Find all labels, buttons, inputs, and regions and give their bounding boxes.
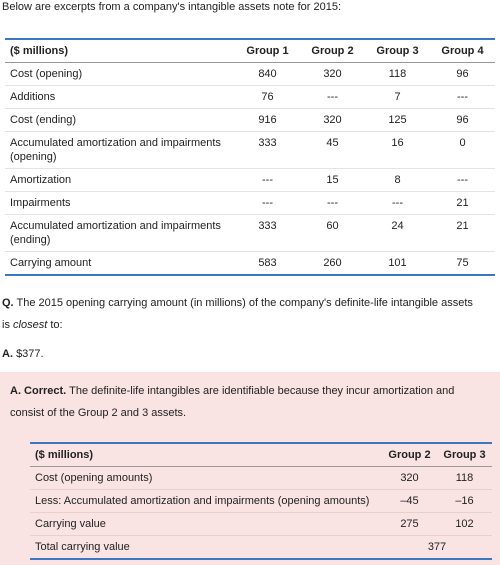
table-cell-value: Group 4 xyxy=(430,39,495,63)
table-cell-value: 333 xyxy=(235,214,300,252)
table-cell-value: --- xyxy=(365,191,430,215)
question-emphasis: closest xyxy=(13,319,48,331)
table-cell-label: Carrying amount xyxy=(5,251,235,276)
question-text: The 2015 opening carrying amount (in mil… xyxy=(2,297,473,331)
question-text-end: to: xyxy=(50,319,63,331)
table-cell-label: Additions xyxy=(5,85,235,109)
table-cell-value: 840 xyxy=(235,62,300,86)
table-cell-value: 24 xyxy=(365,214,430,252)
table-cell-value: –45 xyxy=(382,489,437,513)
table-row: Total carrying value 377 xyxy=(30,535,492,560)
table-cell-value: 21 xyxy=(430,191,495,215)
table-cell-value: --- xyxy=(235,168,300,192)
table-row: Carrying amount 583 260 101 75 xyxy=(5,251,495,276)
table-row: ($ millions) Group 1 Group 2 Group 3 Group 4 xyxy=(5,39,495,63)
table-cell-value: 45 xyxy=(300,131,365,169)
table-cell-value: 76 xyxy=(235,85,300,109)
table-cell-value: --- xyxy=(430,85,495,109)
table-cell-value: 16 xyxy=(365,131,430,169)
table-cell-value: 275 xyxy=(382,512,437,536)
table-cell-value: Group 1 xyxy=(235,39,300,63)
table-cell-label: Impairments xyxy=(5,191,235,215)
table-cell-value: 125 xyxy=(365,108,430,132)
table-cell-value: --- xyxy=(430,168,495,192)
answer: A. $377. xyxy=(2,348,44,360)
table-cell-value: Group 2 xyxy=(300,39,365,63)
table-cell-value: 96 xyxy=(430,62,495,86)
table-cell-label: Cost (opening amounts) xyxy=(30,466,382,490)
table-cell-label: Accumulated amortization and impairments… xyxy=(5,131,235,169)
table-cell-value: 320 xyxy=(300,108,365,132)
table-cell-value: 118 xyxy=(437,466,492,490)
table-cell-value: 320 xyxy=(382,466,437,490)
table-row: Cost (ending) 916 320 125 96 xyxy=(5,108,495,132)
table-cell-label: ($ millions) xyxy=(5,39,235,63)
table-cell-label: Accumulated amortization and impairments… xyxy=(5,214,235,252)
table-cell-label: Cost (opening) xyxy=(5,62,235,86)
explanation-label: A. Correct. xyxy=(10,385,67,397)
table-cell-value: 15 xyxy=(300,168,365,192)
table-cell-value: --- xyxy=(300,191,365,215)
table-cell-value: --- xyxy=(300,85,365,109)
explanation-box: A. Correct. The definite-life intangible… xyxy=(0,372,500,565)
table-cell-value: 7 xyxy=(365,85,430,109)
table-cell-label: Amortization xyxy=(5,168,235,192)
table-row: Carrying value 275 102 xyxy=(30,512,492,536)
table-cell-value: --- xyxy=(235,191,300,215)
table-cell-value: Group 2 xyxy=(382,443,437,467)
table-cell-value: Group 3 xyxy=(437,443,492,467)
table-cell-label: Cost (ending) xyxy=(5,108,235,132)
table-cell-value: 377 xyxy=(382,535,492,560)
table-cell-value: 583 xyxy=(235,251,300,276)
table-row: ($ millions) Group 2 Group 3 xyxy=(30,443,492,467)
question-label: Q. xyxy=(2,297,14,309)
table-cell-value: 96 xyxy=(430,108,495,132)
table-cell-value: –16 xyxy=(437,489,492,513)
explanation: A. Correct. The definite-life intangible… xyxy=(10,380,480,424)
answer-text: $377. xyxy=(16,348,44,360)
table-row: Cost (opening amounts) 320 118 xyxy=(30,466,492,490)
answer-label: A. xyxy=(2,348,13,360)
question: Q. The 2015 opening carrying amount (in … xyxy=(2,292,482,336)
table-cell-label: Total carrying value xyxy=(30,535,382,560)
table-row: Cost (opening) 840 320 118 96 xyxy=(5,62,495,86)
table-cell-value: 916 xyxy=(235,108,300,132)
table-cell-value: 60 xyxy=(300,214,365,252)
explanation-text: The definite-life intangibles are identi… xyxy=(10,385,455,419)
table-cell-value: 8 xyxy=(365,168,430,192)
table-cell-label: Less: Accumulated amortization and impai… xyxy=(30,489,382,513)
table-cell-label: Carrying value xyxy=(30,512,382,536)
table-cell-value: 320 xyxy=(300,62,365,86)
table-cell-value: Group 3 xyxy=(365,39,430,63)
table-row: Amortization --- 15 8 --- xyxy=(5,168,495,192)
table-cell-value: 333 xyxy=(235,131,300,169)
table-cell-label: ($ millions) xyxy=(30,443,382,467)
table-row: Accumulated amortization and impairments… xyxy=(5,214,495,252)
table-row: Less: Accumulated amortization and impai… xyxy=(30,489,492,513)
table-cell-value: 101 xyxy=(365,251,430,276)
intangibles-table: ($ millions) Group 1 Group 2 Group 3 Group 4… xyxy=(5,38,495,276)
explanation-table: ($ millions) Group 2 Group 3 Cost (opening … xyxy=(30,442,492,560)
table-cell-value: 21 xyxy=(430,214,495,252)
table-cell-value: 118 xyxy=(365,62,430,86)
table-row: Accumulated amortization and impairments… xyxy=(5,131,495,169)
table-cell-value: 102 xyxy=(437,512,492,536)
table-cell-value: 75 xyxy=(430,251,495,276)
table-row: Impairments --- --- --- 21 xyxy=(5,191,495,215)
table-cell-value: 260 xyxy=(300,251,365,276)
intro: Below are excerpts from a company's inta… xyxy=(2,1,342,13)
table-cell-value: 0 xyxy=(430,131,495,169)
table-row: Additions 76 --- 7 --- xyxy=(5,85,495,109)
